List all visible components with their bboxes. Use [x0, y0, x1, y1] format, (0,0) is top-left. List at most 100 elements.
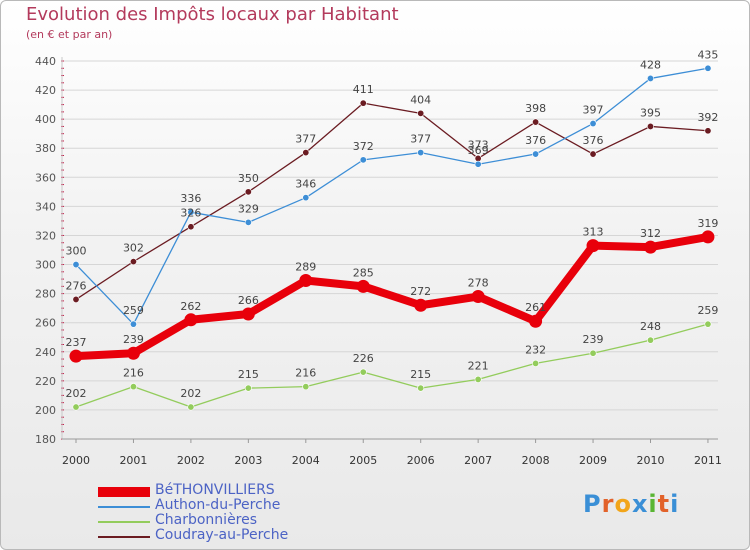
data-point	[187, 223, 195, 231]
data-label: 259	[123, 304, 144, 317]
data-label: 202	[66, 387, 87, 400]
y-tick-label: 240	[35, 346, 56, 359]
data-label: 435	[697, 48, 718, 61]
y-tick-label: 180	[35, 433, 56, 446]
y-tick-label: 200	[35, 404, 56, 417]
data-label: 232	[525, 343, 546, 356]
data-label: 376	[525, 134, 546, 147]
data-point	[589, 150, 597, 158]
series-line	[72, 232, 712, 361]
data-point	[532, 359, 540, 367]
data-label: 392	[697, 111, 718, 124]
data-label: 373	[468, 138, 489, 151]
data-label: 313	[583, 226, 604, 239]
series-lines	[69, 64, 715, 411]
y-tick-label: 220	[35, 375, 56, 388]
data-point	[529, 314, 543, 328]
data-label: 215	[238, 368, 259, 381]
data-label: 302	[123, 242, 144, 255]
data-point	[69, 349, 83, 363]
data-labels: 276 302 326 350 377 411 404 373 398 376 395 392 300 2…	[66, 48, 719, 400]
data-point	[532, 118, 540, 126]
legend-swatch	[98, 536, 150, 538]
data-label: 300	[66, 245, 87, 258]
x-tick-label: 2010	[637, 454, 665, 467]
data-point	[474, 375, 482, 383]
chart-title: Evolution des Impôts locaux par Habitant	[26, 4, 399, 25]
data-label: 276	[66, 279, 87, 292]
data-label: 346	[295, 178, 316, 191]
x-tick-label: 2009	[579, 454, 607, 467]
logo-letter: i	[648, 490, 658, 518]
logo-letter: i	[670, 490, 680, 518]
data-label: 376	[583, 134, 604, 147]
data-label: 262	[180, 300, 201, 313]
data-point	[244, 188, 252, 196]
data-point	[471, 290, 485, 304]
data-point	[644, 240, 657, 254]
y-tick-label: 300	[35, 259, 56, 272]
x-tick-label: 2005	[349, 454, 377, 467]
axes: 180 200 220 240 260 280 300 320 340 360 380 400 420 4…	[35, 55, 722, 467]
x-tick-label: 2006	[407, 454, 435, 467]
logo-letter: o	[614, 490, 632, 518]
data-label: 329	[238, 202, 259, 215]
y-tick-label: 400	[35, 113, 56, 126]
data-point	[359, 156, 367, 164]
legend-label: BéTHONVILLIERS	[155, 482, 275, 498]
data-label: 272	[410, 285, 431, 298]
data-label: 239	[583, 333, 604, 346]
data-point	[72, 295, 80, 303]
data-label: 369	[468, 144, 489, 157]
data-label: 319	[697, 217, 718, 230]
y-tick-label: 360	[35, 171, 56, 184]
proxiti-logo: Proxiti	[583, 490, 679, 518]
data-point	[299, 274, 313, 288]
x-tick-label: 2007	[464, 454, 492, 467]
data-label: 259	[697, 304, 718, 317]
legend-swatch	[98, 487, 150, 497]
data-label: 397	[583, 104, 604, 117]
data-point	[417, 149, 425, 157]
data-point	[241, 307, 255, 321]
data-label: 221	[468, 359, 489, 372]
data-label: 261	[525, 301, 546, 314]
data-point	[646, 74, 654, 82]
data-label: 377	[410, 133, 431, 146]
data-point	[704, 320, 712, 328]
data-point	[532, 150, 540, 158]
legend-label: Charbonnières	[155, 512, 258, 528]
x-tick-label: 2011	[694, 454, 722, 467]
data-label: 377	[295, 133, 316, 146]
x-tick-label: 2000	[62, 454, 90, 467]
y-tick-label: 320	[35, 229, 56, 242]
data-point	[474, 160, 482, 168]
data-point	[646, 122, 654, 130]
x-tick-label: 2004	[292, 454, 320, 467]
logo-letter: x	[631, 490, 649, 518]
data-point	[72, 261, 80, 269]
legend-swatch	[98, 506, 150, 508]
data-label: 226	[353, 352, 374, 365]
data-point	[646, 336, 654, 344]
data-point	[129, 320, 137, 328]
series-line	[75, 102, 709, 301]
data-point	[417, 109, 425, 117]
data-point	[184, 313, 198, 327]
logo-letter: r	[601, 490, 615, 518]
legend-swatch	[98, 521, 150, 523]
data-label: 326	[180, 207, 201, 220]
data-point	[359, 368, 367, 376]
data-point	[356, 279, 370, 293]
data-point	[417, 384, 425, 392]
data-point	[589, 349, 597, 357]
x-tick-label: 2002	[177, 454, 205, 467]
data-point	[302, 194, 310, 202]
legend-label: Coudray-au-Perche	[155, 527, 289, 543]
data-point	[414, 298, 428, 312]
data-point	[586, 239, 600, 253]
data-label: 404	[410, 93, 431, 106]
y-tick-label: 380	[35, 142, 56, 155]
